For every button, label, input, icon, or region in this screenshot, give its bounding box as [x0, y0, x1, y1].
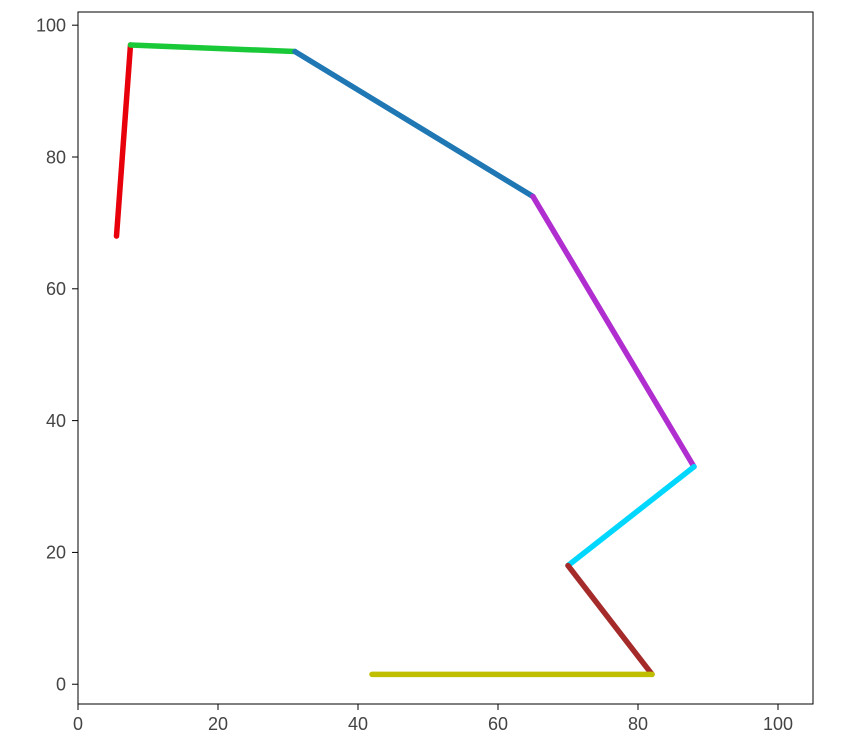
chart-svg: 0 20 40 60 80 100 0 20 40 60 80 100: [0, 0, 841, 739]
x-tick-label: 80: [628, 714, 648, 734]
plot-area: [78, 12, 813, 704]
y-tick-label: 40: [46, 411, 66, 431]
x-tick-label: 60: [488, 714, 508, 734]
x-tick-label: 20: [208, 714, 228, 734]
x-tick-label: 0: [73, 714, 83, 734]
y-tick-label: 0: [56, 675, 66, 695]
chart-stage: 0 20 40 60 80 100 0 20 40 60 80 100: [0, 0, 841, 739]
x-tick-label: 100: [763, 714, 793, 734]
x-tick-label: 40: [348, 714, 368, 734]
y-tick-label: 80: [46, 147, 66, 167]
y-tick-label: 100: [36, 15, 66, 35]
y-tick-label: 60: [46, 279, 66, 299]
y-tick-label: 20: [46, 543, 66, 563]
